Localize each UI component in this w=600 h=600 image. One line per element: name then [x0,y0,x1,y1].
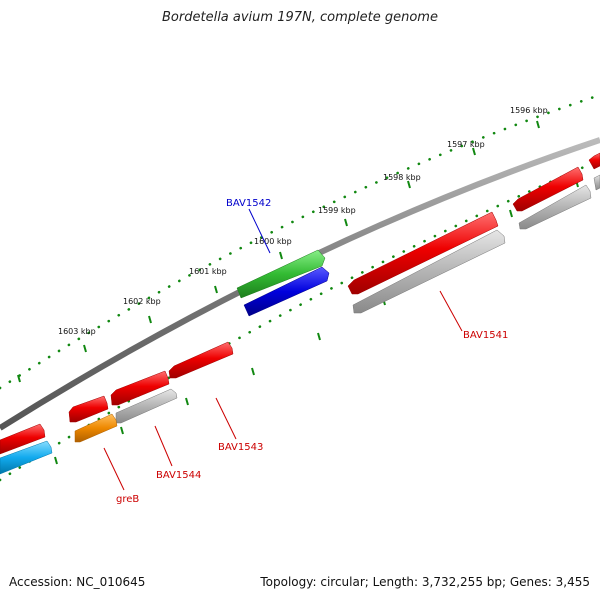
gene-red-left-1[interactable] [110,370,170,406]
gene-green-outer[interactable] [236,249,326,299]
tick-label-1599: 1599 kbp [318,206,356,215]
outer-major-ticks [17,120,540,383]
tick-label-1601: 1601 kbp [189,267,227,276]
inner-tick-ring [0,158,600,482]
gene-cyan[interactable] [0,440,53,475]
gene-label-bav1543: BAV1543 [218,442,263,453]
gene-red-left-2[interactable] [68,395,109,423]
gene-label-bav1541: BAV1541 [463,330,508,341]
gene-gray-long[interactable] [352,229,506,314]
gene-label-bav1544: BAV1544 [156,470,201,481]
gene-red-far-left[interactable] [0,423,46,455]
gene-blue[interactable] [243,266,330,317]
outer-tick-ring [0,93,600,390]
map-title: Bordetella avium 197N, complete genome [162,10,438,25]
gene-red-upper-right[interactable] [512,166,584,212]
tick-label-1603: 1603 kbp [58,327,96,336]
tick-label-1596: 1596 kbp [510,106,548,115]
genome-summary-text: Topology: circular; Length: 3,732,255 bp… [260,575,590,589]
tick-label-1600: 1600 kbp [254,237,292,246]
gene-bav1541[interactable] [347,211,499,295]
tick-label-1598: 1598 kbp [383,173,421,182]
gene-red-edge[interactable] [588,152,600,170]
gene-gray-upper-right[interactable] [518,184,592,230]
gene-label-bav1542: BAV1542 [226,198,271,209]
gene-gray-edge[interactable] [593,174,600,191]
inner-major-ticks [54,179,579,465]
label-leaders [103,208,463,491]
gene-bav1543[interactable] [168,341,234,379]
tick-label-1602: 1602 kbp [123,297,161,306]
tick-label-1597: 1597 kbp [447,140,485,149]
gene-greb[interactable] [74,413,118,443]
accession-text: Accession: NC_010645 [9,575,146,589]
gene-label-greb: greB [116,494,139,505]
